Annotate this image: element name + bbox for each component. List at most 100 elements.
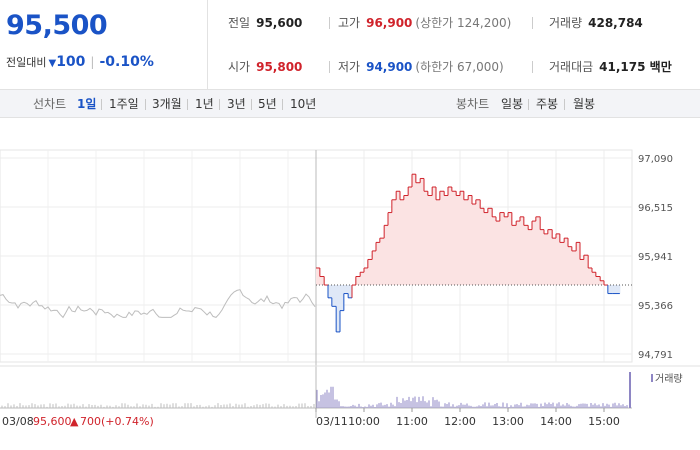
change-rate: -0.10% <box>99 54 154 70</box>
area-segment <box>556 233 561 286</box>
area-segment <box>484 212 489 286</box>
area-segment <box>364 267 369 286</box>
period-tab-1d[interactable]: 1일 <box>77 97 97 111</box>
candle-tab-weekly[interactable]: 주봉 <box>536 97 559 111</box>
area-segment <box>444 195 449 286</box>
stat-open: 시가 95,800 <box>228 57 302 77</box>
area-segment <box>384 225 389 286</box>
area-segment <box>391 199 397 286</box>
area-segment <box>616 285 621 294</box>
area-segment <box>475 199 481 286</box>
stat-label: 고가 <box>338 16 361 30</box>
area-segment <box>340 285 345 311</box>
up-triangle-icon: ▲ <box>70 415 79 428</box>
stat-high: 고가 96,900 (상한가 124,200) <box>338 13 511 33</box>
lower-limit: (하한가 67,000) <box>415 60 504 74</box>
stat-prev-close: 전일 95,600 <box>228 13 302 33</box>
change-line: 전일대비 ▼100 | -0.10% <box>6 54 154 70</box>
volume-panel <box>0 365 700 409</box>
area-segment <box>403 195 409 286</box>
area-segment <box>511 225 517 286</box>
divider <box>219 99 220 110</box>
area-segment <box>451 191 457 286</box>
period-tab-3y[interactable]: 3년 <box>227 97 246 111</box>
area-segment <box>487 208 493 286</box>
stat-label: 거래량 <box>549 16 583 30</box>
divider <box>329 17 330 29</box>
area-segment <box>456 195 461 286</box>
x-tick-label: 15:00 <box>588 415 620 428</box>
period-tab-1w[interactable]: 1주일 <box>109 97 139 111</box>
area-segment <box>480 208 485 286</box>
x-tick-label: 14:00 <box>540 415 572 428</box>
area-segment <box>544 233 549 286</box>
divider <box>564 99 565 110</box>
x-tick-label: 13:00 <box>492 415 524 428</box>
area-segment <box>468 195 473 286</box>
area-segment <box>504 216 509 286</box>
change-label: 전일대비 <box>6 56 47 69</box>
area-segment <box>520 216 525 286</box>
area-segment <box>379 238 385 286</box>
period-tab-1y[interactable]: 1년 <box>195 97 214 111</box>
period-tab-5y[interactable]: 5년 <box>258 97 277 111</box>
divider <box>528 99 529 110</box>
divider <box>282 99 283 110</box>
prev-day-series <box>0 289 316 319</box>
y-axis: 97,090 96,515 95,941 95,366 94,791 <box>638 154 673 361</box>
area-segment <box>396 191 401 286</box>
candle-tab-monthly[interactable]: 월봉 <box>573 97 596 111</box>
period-tab-3m[interactable]: 3개월 <box>152 97 182 111</box>
area-segment <box>448 186 453 286</box>
area-segment <box>367 259 373 286</box>
divider <box>187 99 188 110</box>
prev-day-info: 03/08 95,600 ▲ 700 (+0.74%) <box>2 415 154 428</box>
area-segment <box>559 242 565 286</box>
area-segment <box>612 285 617 294</box>
area-segment <box>376 242 381 286</box>
area-segment <box>583 255 589 286</box>
area-segment <box>427 195 433 286</box>
divider: | <box>90 55 95 69</box>
area-segment <box>439 191 445 286</box>
prev-day-date: 03/08 <box>2 415 34 428</box>
quote-stats: 전일 95,600 고가 96,900 (상한가 124,200) 거래량 428,78… <box>208 0 700 90</box>
prev-day-rate: (+0.74%) <box>101 415 154 428</box>
area-segment <box>472 204 477 286</box>
area-segment <box>355 276 361 286</box>
candle-tab-daily[interactable]: 일봉 <box>501 97 524 111</box>
area-segment <box>588 267 593 286</box>
x-axis: 03/11 10:00 11:00 12:00 13:00 14:00 15:00 <box>315 408 620 428</box>
area-segment <box>336 285 341 332</box>
current-price-box: 95,500 전일대비 ▼100 | -0.10% <box>0 0 208 90</box>
area-segment <box>523 225 529 286</box>
area-segment <box>348 285 353 298</box>
x-tick-label: 03/11 <box>316 415 348 428</box>
area-segment <box>388 212 393 286</box>
divider <box>532 17 533 29</box>
prev-day-line <box>0 289 316 319</box>
today-series <box>316 173 632 333</box>
area-segment <box>360 272 365 286</box>
area-segment <box>576 242 581 286</box>
x-tick-label: 11:00 <box>396 415 428 428</box>
area-segment <box>532 221 537 286</box>
area-segment <box>535 216 541 286</box>
stat-label: 시가 <box>228 60 251 74</box>
stat-value: 96,900 <box>366 16 413 30</box>
y-tick-label: 95,941 <box>638 252 673 263</box>
prev-day-close: 95,600 <box>33 415 72 428</box>
area-segment <box>460 191 465 286</box>
area-segment <box>600 280 605 286</box>
period-tab-10y[interactable]: 10년 <box>290 97 317 111</box>
upper-limit: (상한가 124,200) <box>415 16 512 30</box>
today-fill <box>316 174 621 332</box>
area-segment <box>547 229 553 286</box>
stat-low: 저가 94,900 (하한가 67,000) <box>338 57 504 77</box>
price-chart[interactable]: 97,090 96,515 95,941 95,366 94,791 03/11 10:0… <box>0 118 700 450</box>
area-segment <box>432 186 437 286</box>
area-segment <box>400 199 405 286</box>
stat-value: 95,600 <box>256 16 303 30</box>
chart-toolbar: 선차트 1일 1주일 3개월 1년 3년 5년 10년 봉차트 일봉 주봉 월봉 <box>0 90 700 118</box>
area-segment <box>408 186 413 286</box>
